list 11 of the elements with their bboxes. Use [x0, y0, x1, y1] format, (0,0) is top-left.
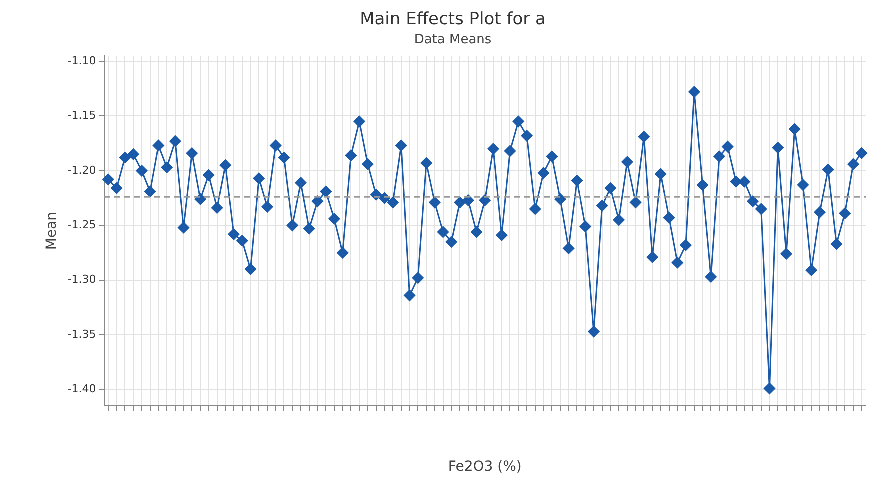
y-tick-label: -1.25 — [68, 218, 96, 232]
x-axis-title: Fe2O3 (%) — [448, 459, 522, 476]
chart-title: Main Effects Plot for a — [360, 10, 546, 30]
y-tick-label: -1.10 — [68, 54, 96, 68]
y-tick-label: -1.35 — [68, 328, 96, 341]
y-tick-label: -1.15 — [68, 109, 96, 122]
y-axis-title: Mean — [44, 212, 60, 250]
chart-subtitle: Data Means — [414, 32, 492, 48]
y-tick-label: -1.20 — [68, 164, 96, 177]
y-tick-label: -1.40 — [68, 382, 96, 396]
y-tick-label: -1.30 — [68, 273, 96, 286]
